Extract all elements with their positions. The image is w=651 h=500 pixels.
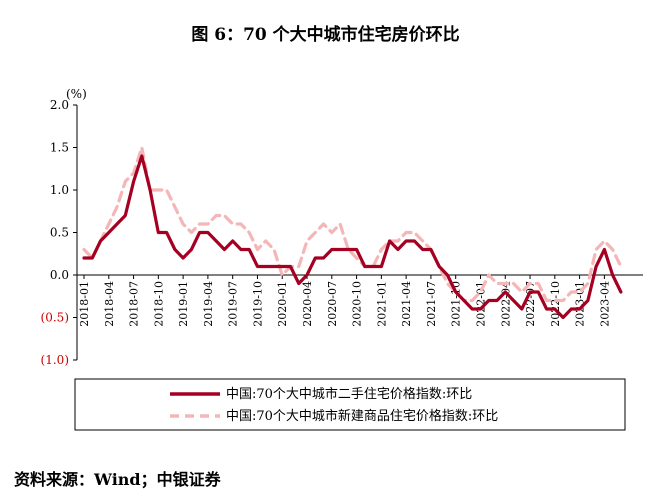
legend-box [74, 378, 626, 431]
series-layer [82, 145, 623, 320]
x-tick-label: 2019-01 [177, 281, 190, 327]
y-tick-label: 0.0 [50, 268, 69, 282]
x-tick-label: 2020-10 [351, 281, 364, 327]
x-tick-label: 2021-04 [400, 281, 413, 327]
x-tick-label: 2021-10 [450, 281, 463, 327]
x-tick-label: 2019-04 [202, 281, 215, 327]
x-tick-label: 2020-01 [276, 281, 289, 327]
x-tick-label: 2021-07 [425, 281, 438, 327]
legend-label-second-hand: 中国:70个大中城市二手住宅价格指数:环比 [226, 386, 472, 402]
chart-title: 图 6：70 个大中城市住宅房价环比 [191, 25, 460, 45]
source-note: 资料来源：Wind；中银证券 [14, 470, 221, 489]
x-tick-label: 2018-04 [103, 281, 116, 327]
legend-label-new-home: 中国:70个大中城市新建商品住宅价格指数:环比 [226, 408, 498, 424]
y-tick-label: 1.0 [50, 183, 69, 197]
x-tick-label: 2022-04 [499, 281, 512, 327]
x-tick-label: 2018-07 [128, 281, 141, 327]
x-tick-label: 2022-10 [549, 281, 562, 327]
x-tick-label: 2018-10 [152, 281, 165, 327]
series-line-second-hand [82, 154, 623, 320]
x-tick-label: 2023-04 [598, 281, 611, 327]
x-tick-label: 2019-10 [251, 281, 264, 327]
y-tick-label: (1.0) [41, 353, 69, 367]
y-tick-label: 2.0 [50, 98, 69, 112]
x-tick-label: 2018-01 [78, 281, 91, 327]
y-tick-label: 1.5 [50, 141, 69, 155]
axes-layer: 2.0 1.5 1.0 0.5 0.0 (0.5) (1.0) (%) 2018-01 2018-… [41, 87, 643, 367]
x-tick-label: 2021-01 [375, 281, 388, 327]
x-tick-label: 2022-01 [474, 281, 487, 327]
series-line-new-home [82, 145, 623, 303]
y-tick-label: 0.5 [50, 226, 69, 240]
y-tick-label: (0.5) [41, 311, 69, 325]
y-axis-label: (%) [66, 87, 87, 101]
x-tick-label: 2020-07 [326, 281, 339, 327]
x-tick-label: 2019-07 [227, 281, 240, 327]
x-tick-label: 2020-04 [301, 281, 314, 327]
legend: 中国:70个大中城市二手住宅价格指数:环比 中国:70个大中城市新建商品住宅价格… [74, 378, 626, 431]
